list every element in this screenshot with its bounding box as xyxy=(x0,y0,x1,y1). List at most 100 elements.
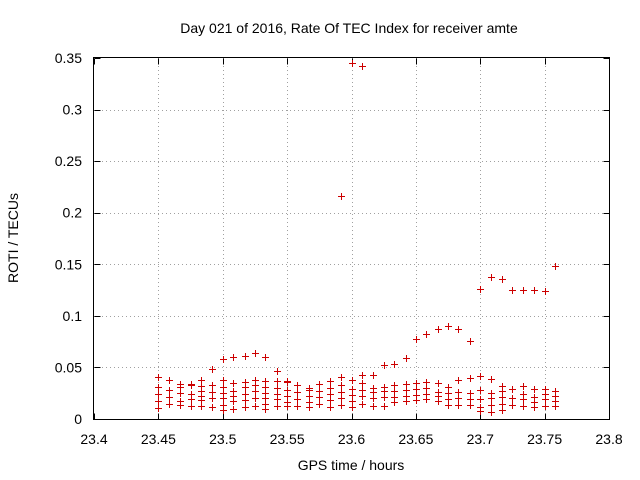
data-point xyxy=(488,402,495,409)
data-point xyxy=(198,403,205,410)
data-point xyxy=(552,403,559,410)
data-point xyxy=(262,378,269,385)
data-point xyxy=(359,387,366,394)
data-point xyxy=(477,387,484,394)
data-point xyxy=(370,372,377,379)
data-point xyxy=(242,384,249,391)
data-point xyxy=(306,393,313,400)
x-axis-label: GPS time / hours xyxy=(298,457,405,473)
data-point xyxy=(242,397,249,404)
data-point xyxy=(155,391,162,398)
data-point xyxy=(349,377,356,384)
data-point xyxy=(488,274,495,281)
x-tick-label: 23.75 xyxy=(527,431,562,447)
data-point xyxy=(338,193,345,200)
chart-title: Day 021 of 2016, Rate Of TEC Index for r… xyxy=(180,20,518,36)
data-point xyxy=(327,378,334,385)
data-point xyxy=(381,394,388,401)
data-point xyxy=(220,377,227,384)
data-point xyxy=(188,382,195,389)
data-point xyxy=(327,404,334,411)
data-point xyxy=(209,382,216,389)
data-point xyxy=(209,395,216,402)
x-tick-labels: 23.4 23.45 23.5 23.55 23.6 23.65 23.7 23.75 23.8 xyxy=(80,431,622,447)
data-point xyxy=(413,386,420,393)
data-point xyxy=(242,353,249,360)
data-point xyxy=(338,382,345,389)
x-tick-label: 23.4 xyxy=(80,431,107,447)
data-point xyxy=(284,393,291,400)
data-point xyxy=(262,354,269,361)
data-point xyxy=(155,398,162,405)
data-point xyxy=(220,407,227,414)
y-tick-label: 0.05 xyxy=(55,359,82,375)
data-point xyxy=(488,409,495,416)
data-point xyxy=(509,386,516,393)
data-point xyxy=(531,386,538,393)
data-point xyxy=(274,396,281,403)
data-point xyxy=(359,401,366,408)
data-point xyxy=(499,388,506,395)
data-point xyxy=(552,263,559,270)
data-point xyxy=(542,288,549,295)
data-point xyxy=(403,381,410,388)
data-point xyxy=(338,395,345,402)
data-point xyxy=(306,404,313,411)
data-point xyxy=(413,336,420,343)
data-point xyxy=(166,377,173,384)
data-point xyxy=(349,404,356,411)
x-tick-label: 23.65 xyxy=(398,431,433,447)
data-point xyxy=(509,287,516,294)
data-point xyxy=(262,384,269,391)
data-point xyxy=(499,394,506,401)
data-point xyxy=(294,382,301,389)
data-point xyxy=(316,388,323,395)
data-point xyxy=(274,368,281,375)
data-point xyxy=(274,403,281,410)
data-point xyxy=(230,406,237,413)
data-point xyxy=(445,396,452,403)
data-point xyxy=(209,404,216,411)
data-point xyxy=(294,389,301,396)
data-point xyxy=(467,396,474,403)
data-point xyxy=(274,378,281,385)
data-point xyxy=(166,394,173,401)
data-point xyxy=(274,385,281,392)
data-point xyxy=(177,402,184,409)
data-point xyxy=(188,396,195,403)
y-tick-label: 0.15 xyxy=(55,256,82,272)
data-point xyxy=(520,403,527,410)
data-point xyxy=(391,388,398,395)
data-point xyxy=(220,395,227,402)
data-point xyxy=(455,326,462,333)
data-point xyxy=(531,404,538,411)
data-point xyxy=(230,380,237,387)
data-point xyxy=(423,385,430,392)
data-point xyxy=(349,386,356,393)
data-point xyxy=(284,403,291,410)
data-point xyxy=(349,60,356,67)
data-point xyxy=(359,63,366,70)
data-point xyxy=(209,366,216,373)
data-point xyxy=(445,402,452,409)
data-point xyxy=(349,392,356,399)
data-point xyxy=(413,397,420,404)
data-point xyxy=(294,403,301,410)
data-point xyxy=(359,393,366,400)
data-point xyxy=(359,372,366,379)
y-tick-label: 0.35 xyxy=(55,50,82,66)
y-tick-label: 0.2 xyxy=(63,205,83,221)
data-point xyxy=(359,380,366,387)
data-point xyxy=(294,396,301,403)
data-point xyxy=(455,377,462,384)
data-point xyxy=(391,361,398,368)
data-point xyxy=(262,406,269,413)
data-point xyxy=(403,355,410,362)
x-tick-label: 23.45 xyxy=(141,431,176,447)
data-point xyxy=(381,362,388,369)
data-point xyxy=(477,286,484,293)
x-tick-label: 23.7 xyxy=(467,431,494,447)
data-point xyxy=(435,380,442,387)
data-point xyxy=(198,397,205,404)
